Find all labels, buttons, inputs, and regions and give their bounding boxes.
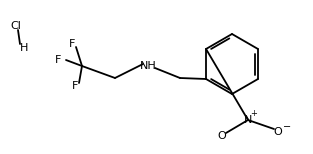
Text: +: +: [251, 109, 257, 118]
Text: Cl: Cl: [10, 21, 21, 31]
Text: N: N: [244, 115, 252, 125]
Text: O: O: [274, 127, 282, 137]
Text: O: O: [218, 131, 226, 141]
Text: NH: NH: [140, 61, 156, 71]
Text: F: F: [55, 55, 61, 65]
Text: F: F: [69, 39, 75, 49]
Text: H: H: [20, 43, 28, 53]
Text: F: F: [72, 81, 78, 91]
Text: −: −: [283, 122, 291, 132]
